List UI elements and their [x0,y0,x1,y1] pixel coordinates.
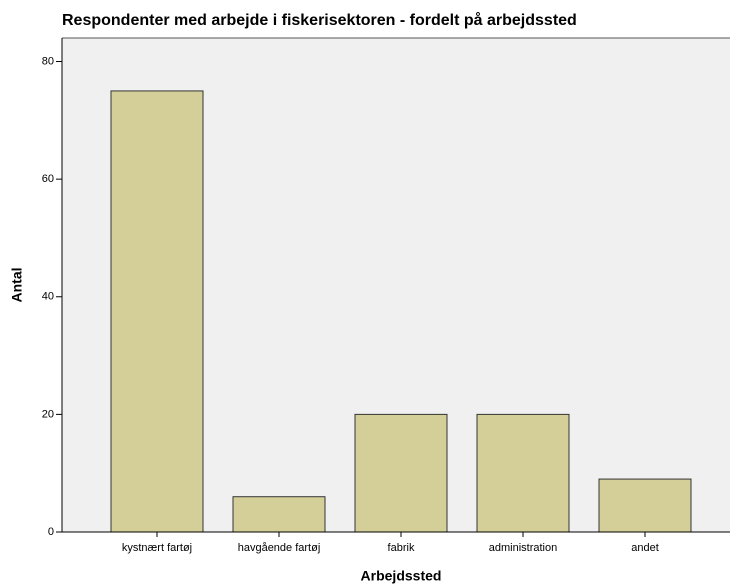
x-tick-label: administration [489,542,557,554]
chart-title: Respondenter med arbejde i fiskerisektor… [62,11,577,29]
y-tick-label: 20 [42,408,54,420]
x-tick-label: havgående fartøj [238,542,321,554]
bar [354,413,448,533]
x-tick-label: andet [631,542,659,554]
bar [232,496,326,533]
x-axis-title: Arbejdssted [361,568,442,584]
x-tick-label: kystnært fartøj [122,542,192,554]
y-tick-label: 80 [42,55,54,67]
y-tick-label: 0 [48,526,54,538]
bar [598,478,692,533]
bar [110,90,204,533]
x-tick-label: fabrik [388,542,415,554]
bar [476,413,570,533]
y-axis-title: Antal [9,268,25,303]
y-tick-label: 60 [42,173,54,185]
y-tick-label: 40 [42,291,54,303]
